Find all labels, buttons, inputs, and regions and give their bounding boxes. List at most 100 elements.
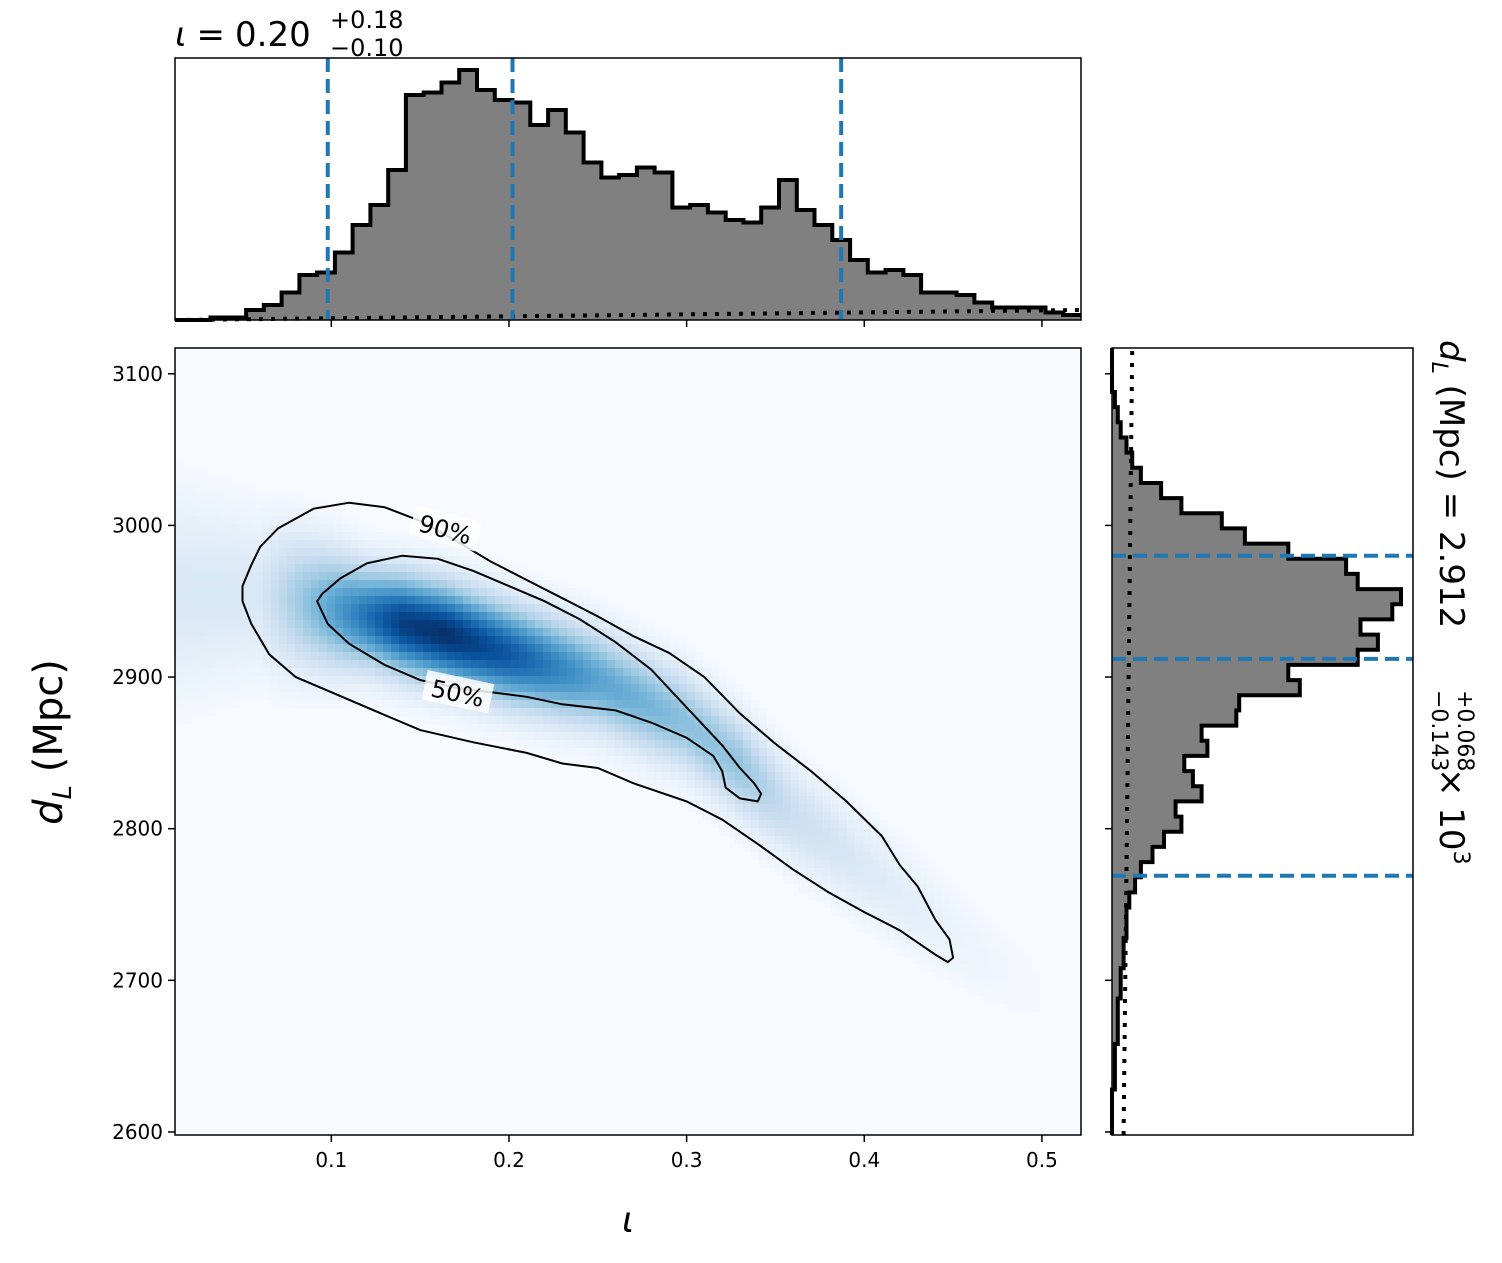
density-cell [599,652,608,661]
density-cell [327,620,336,629]
density-cell [343,604,352,613]
right-axes-frame [1111,347,1414,1136]
density-cell [679,676,688,685]
density-cell [991,988,1000,997]
density-cell [879,932,888,941]
density-cell [711,820,720,829]
density-cell [303,604,312,613]
density-cell [303,564,312,573]
density-cell [479,596,488,605]
density-cell [247,612,256,621]
density-cell [183,548,192,557]
density-cell [943,908,952,917]
density-cell [967,916,976,925]
density-cell [615,716,624,725]
density-cell [327,692,336,701]
density-cell [367,524,376,533]
density-cell [343,572,352,581]
density-cell [615,660,624,669]
density-cell [711,804,720,813]
density-cell [319,532,328,541]
density-cell [223,660,232,669]
density-cell [559,580,568,589]
density-cell [295,604,304,613]
density-cell [375,604,384,613]
density-cell [391,708,400,717]
density-cell [583,628,592,637]
density-cell [327,668,336,677]
density-cell [383,668,392,677]
density-cell [223,524,232,533]
density-cell [551,668,560,677]
density-cell [271,540,280,549]
density-cell [727,692,736,701]
density-cell [895,924,904,933]
density-cell [671,636,680,645]
density-cell [615,764,624,773]
density-cell [831,844,840,853]
density-cell [271,620,280,629]
density-cell [847,844,856,853]
density-cell [447,724,456,733]
density-cell [279,620,288,629]
density-cell [647,700,656,709]
density-cell [543,724,552,733]
density-cell [207,548,216,557]
density-cell [911,900,920,909]
density-cell [743,692,752,701]
density-cell [719,828,728,837]
density-cell [207,652,216,661]
density-cell [615,724,624,733]
density-cell [751,708,760,717]
density-cell [543,596,552,605]
density-cell [671,716,680,725]
density-cell [495,628,504,637]
density-cell [583,708,592,717]
density-cell [519,580,528,589]
density-cell [191,612,200,621]
density-cell [375,612,384,621]
density-cell [503,636,512,645]
density-cell [559,628,568,637]
density-cell [271,556,280,565]
density-cell [207,604,216,613]
density-cell [519,620,528,629]
density-cell [311,516,320,525]
density-cell [1007,948,1016,957]
density-cell [263,500,272,509]
density-cell [495,652,504,661]
density-cell [695,676,704,685]
density-cell [359,548,368,557]
density-cell [239,660,248,669]
density-cell [279,628,288,637]
density-cell [679,684,688,693]
density-cell [655,684,664,693]
density-cell [631,708,640,717]
density-cell [767,812,776,821]
density-cell [991,940,1000,949]
density-cell [551,596,560,605]
density-cell [447,548,456,557]
density-cell [671,676,680,685]
density-cell [175,596,184,605]
density-cell [367,540,376,549]
density-cell [855,900,864,909]
density-cell [375,588,384,597]
density-cell [375,596,384,605]
density-cell [439,668,448,677]
density-cell [231,484,240,493]
density-cell [1023,1004,1032,1013]
density-cell [863,900,872,909]
density-cell [455,548,464,557]
density-cell [847,820,856,829]
density-cell [303,612,312,621]
density-cell [271,668,280,677]
density-cell [839,796,848,805]
density-cell [631,620,640,629]
density-cell [527,580,536,589]
density-cell [767,716,776,725]
density-cell [927,892,936,901]
density-cell [519,604,528,613]
density-cell [1023,964,1032,973]
density-cell [895,844,904,853]
